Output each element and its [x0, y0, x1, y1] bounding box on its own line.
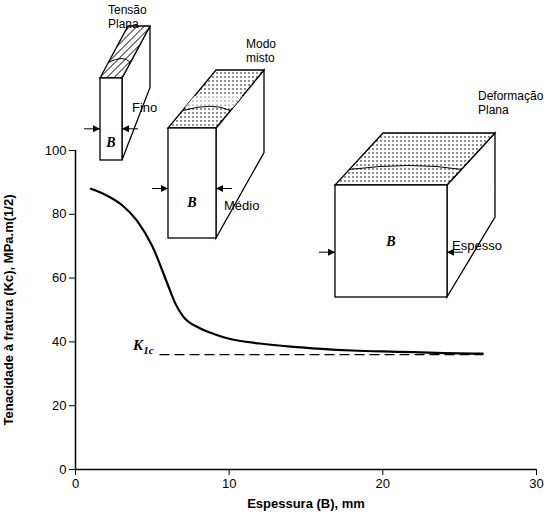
svg-text:K1c: K1c — [132, 337, 154, 356]
svg-text:20: 20 — [376, 476, 390, 491]
svg-text:100: 100 — [45, 143, 67, 158]
svg-text:80: 80 — [52, 206, 66, 221]
svg-text:Médio: Médio — [224, 198, 259, 213]
svg-text:Tenacidade à fratura (Kc), MPa: Tenacidade à fratura (Kc), MPa.m(1/2) — [1, 195, 16, 426]
svg-text:Espessura (B), mm: Espessura (B), mm — [247, 496, 365, 511]
svg-text:40: 40 — [52, 334, 66, 349]
svg-text:Modomisto: Modomisto — [246, 37, 276, 65]
svg-text:B: B — [385, 234, 395, 249]
svg-text:10: 10 — [222, 476, 236, 491]
svg-text:B: B — [105, 135, 115, 150]
svg-text:TensãoPlana: TensãoPlana — [108, 3, 147, 31]
svg-text:20: 20 — [52, 398, 66, 413]
svg-text:B: B — [186, 195, 196, 210]
svg-text:Fino: Fino — [132, 100, 157, 115]
svg-text:DeformaçãoPlana: DeformaçãoPlana — [478, 89, 544, 117]
svg-text:0: 0 — [72, 476, 79, 491]
svg-text:Espesso: Espesso — [452, 238, 502, 253]
svg-text:60: 60 — [52, 270, 66, 285]
svg-text:30: 30 — [529, 476, 543, 491]
svg-text:0: 0 — [59, 462, 66, 477]
